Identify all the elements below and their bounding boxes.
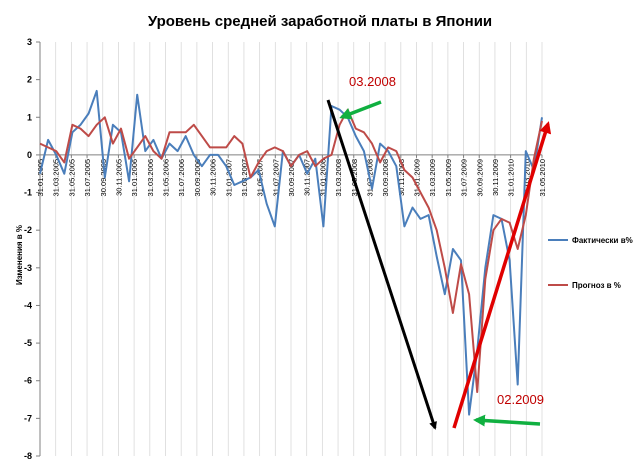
series-line-forecast	[39, 108, 543, 393]
x-tick-label: 31.01.2005	[36, 159, 45, 197]
y-tick-label: -4	[24, 300, 32, 310]
green-arrow-bottom	[473, 414, 541, 427]
x-tick-label: 31.03.2007	[240, 159, 249, 197]
x-tick-label: 31.07.2005	[83, 159, 92, 197]
x-axis: 31.01.2005 31.03.2005 31.05.2005 31.07.2005…	[36, 154, 547, 197]
x-tick-label: 31.07.2006	[177, 159, 186, 197]
x-tick-label: 31.05.2009	[444, 159, 453, 197]
x-tick-label: 30.09.2006	[193, 159, 202, 197]
y-tick-label: 1	[27, 112, 32, 122]
x-tick-label: 31.05.2006	[162, 159, 171, 197]
annotation-mar-2008: 03.2008	[349, 74, 396, 89]
x-tick-label: 31.01.2007	[224, 159, 233, 197]
x-tick-label: 30.09.2009	[475, 159, 484, 197]
x-tick-label: 31.07.2007	[271, 159, 280, 197]
x-tick-label: 31.01.2009	[413, 159, 422, 197]
x-tick-label: 31.03.2010	[522, 159, 531, 197]
y-tick-label: -7	[24, 413, 32, 423]
x-tick-label: 30.11.2009	[491, 159, 500, 196]
y-tick-label: -5	[24, 338, 32, 348]
x-tick-label: 30.09.2008	[381, 159, 390, 197]
y-tick-label: 2	[27, 75, 32, 85]
red-up-arrow	[452, 121, 552, 429]
x-tick-label: 31.07.2009	[460, 159, 469, 197]
y-tick-label: -6	[24, 376, 32, 386]
x-tick-label: 31.03.2008	[334, 159, 343, 197]
black-down-arrow	[326, 99, 437, 430]
x-tick-label: 30.11.2008	[397, 159, 406, 196]
x-tick-label: 31.03.2005	[52, 159, 61, 197]
chart-title: Уровень средней заработной платы в Япони…	[148, 13, 492, 30]
x-tick-label: 31.01.2006	[130, 159, 139, 197]
x-tick-label: 30.09.2007	[287, 159, 296, 197]
x-tick-label: 31.01.2010	[507, 159, 516, 197]
y-tick-label: -8	[24, 451, 32, 461]
green-arrow-top	[339, 100, 382, 120]
y-axis-label: Изменения в %	[15, 225, 24, 285]
legend-label-actual: Фактически в%	[572, 236, 633, 245]
y-tick-label: 3	[27, 37, 32, 47]
x-tick-label: 30.11.2007	[303, 159, 312, 196]
legend: Фактически в% Прогноз в %	[548, 236, 633, 290]
x-tick-label: 30.11.2006	[209, 159, 218, 196]
series-lines	[39, 89, 543, 416]
x-tick-label: 30.11.2005	[114, 159, 123, 196]
x-tick-label: 30.09.2005	[99, 159, 108, 197]
x-tick-label: 31.05.2010	[538, 159, 547, 197]
y-tick-label: -2	[24, 225, 32, 235]
grid	[39, 42, 543, 456]
y-tick-label: -3	[24, 263, 32, 273]
y-tick-label: -1	[24, 188, 32, 198]
x-tick-label: 31.03.2009	[428, 159, 437, 197]
y-axis: 3 2 1 0 -1 -2 -3 -4 -5 -6 -7 -8	[24, 37, 41, 461]
x-tick-label: 31.03.2006	[146, 159, 155, 197]
annotation-feb-2009: 02.2009	[497, 392, 544, 407]
x-tick-label: 31.05.2005	[67, 159, 76, 197]
legend-label-forecast: Прогноз в %	[572, 281, 621, 290]
x-tick-label: 31.01.2008	[318, 159, 327, 197]
y-tick-label: 0	[27, 150, 32, 160]
